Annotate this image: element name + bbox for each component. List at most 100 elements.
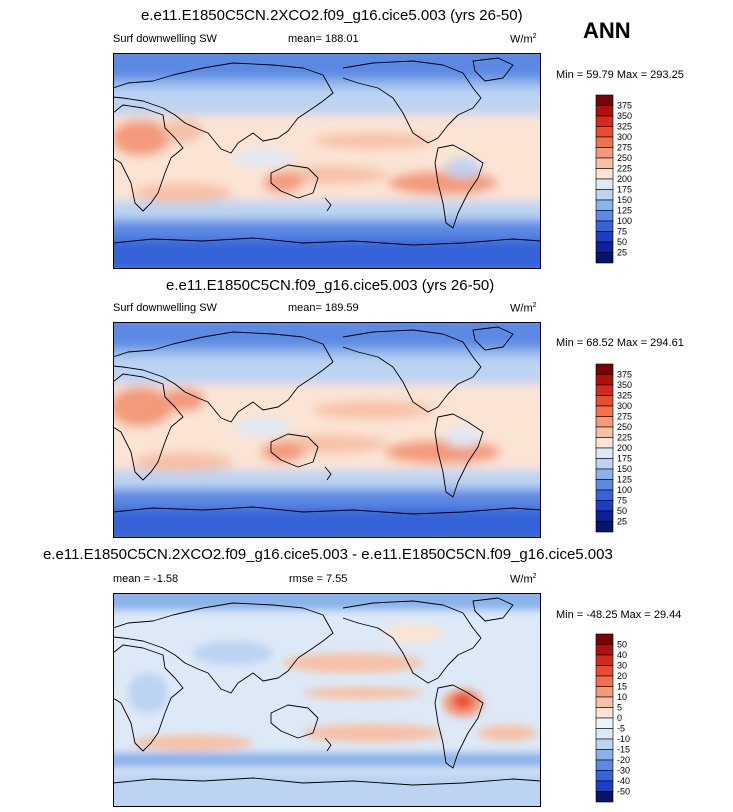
colorbar-box: [595, 633, 614, 645]
south-america-coast: [434, 413, 484, 498]
indian-ocean-max: [133, 452, 233, 472]
colorbar-label: 25: [617, 248, 627, 258]
north-midlat-band: [113, 356, 541, 384]
panel2-units: W/m2: [510, 302, 537, 315]
sahara-max: [113, 120, 171, 156]
colorbar-label: 0: [617, 713, 622, 723]
panel1-minmax: Min = 59.79 Max = 293.25: [556, 69, 684, 81]
colorbar-label: 75: [617, 496, 627, 506]
colorbar-label: 25: [617, 517, 627, 527]
southern-ocean-neg: [113, 753, 541, 767]
southern-ocean-band: [113, 217, 541, 239]
greenland: [472, 597, 514, 622]
south-polar-band: [113, 773, 541, 807]
colorbar-label: 325: [617, 391, 632, 401]
colorbar-label: -40: [617, 776, 630, 786]
colorbar-box: [595, 738, 614, 750]
panel1-colorbar: 3753503253002752502252001751501251007550…: [595, 94, 632, 264]
colorbar-box: [595, 489, 614, 501]
australia-coast: [270, 704, 319, 739]
colorbar-box: [595, 136, 614, 148]
colorbar-label: 275: [617, 412, 632, 422]
panel2-title: e.e11.E1850C5CN.f09_g16.cice5.003 (yrs 2…: [166, 277, 495, 294]
north-polar-band: [113, 53, 541, 78]
africa-coast: [113, 373, 184, 481]
colorbar-label: -50: [617, 787, 630, 797]
panel3-minmax: Min = -48.25 Max = 29.44: [556, 609, 682, 621]
panel2-variable: Surf downwelling SW: [113, 302, 217, 314]
panel1-map: [113, 53, 541, 269]
colorbar-label: 350: [617, 380, 632, 390]
colorbar-label: 200: [617, 174, 632, 184]
season-label: ANN: [583, 18, 631, 43]
north-polar-band: [113, 322, 541, 347]
colorbar-box: [595, 374, 614, 386]
colorbar-label: 10: [617, 692, 627, 702]
colorbar-box: [595, 770, 614, 782]
colorbar-box: [595, 426, 614, 438]
panel1-mean: mean= 188.01: [288, 33, 359, 45]
antarctica-coast: [113, 237, 541, 246]
eurasia-coast: [113, 602, 334, 694]
south-america-coast: [434, 144, 484, 229]
colorbar-label: 350: [617, 111, 632, 121]
panel1-variable: Surf downwelling SW: [113, 33, 217, 45]
panel2-map: [113, 322, 541, 538]
colorbar-label: 125: [617, 475, 632, 485]
australia-coast: [270, 433, 319, 468]
colorbar-label: 15: [617, 682, 627, 692]
colorbar-label: -5: [617, 724, 625, 734]
colorbar-label: 250: [617, 422, 632, 432]
colorbar-box: [595, 458, 614, 470]
n-pacific-pos: [283, 653, 423, 673]
colorbar-box: [595, 157, 614, 169]
colorbar-label: -15: [617, 745, 630, 755]
amazon-min: [445, 427, 481, 447]
colorbar-label: -10: [617, 734, 630, 744]
colorbar-label: 75: [617, 227, 627, 237]
panel2-mean: mean= 189.59: [288, 302, 359, 314]
colorbar-box: [595, 707, 614, 719]
colorbar-box: [595, 780, 614, 792]
colorbar-label: 150: [617, 464, 632, 474]
colorbar-box: [595, 437, 614, 449]
colorbar-box: [595, 686, 614, 698]
amazon-min: [445, 158, 481, 178]
colorbar-label: 150: [617, 195, 632, 205]
colorbar-box: [595, 644, 614, 656]
new-zealand: [324, 737, 332, 752]
colorbar-box: [595, 675, 614, 687]
antarctica-coast: [113, 506, 541, 515]
colorbar-box: [595, 749, 614, 761]
colorbar-label: 5: [617, 703, 622, 713]
colorbar-box: [595, 468, 614, 480]
panel3-mean: mean = -1.58: [113, 573, 179, 585]
arabia-max: [163, 119, 203, 143]
australia-max: [261, 442, 305, 462]
colorbar-label: 225: [617, 433, 632, 443]
south-midlat-band: [113, 198, 541, 220]
colorbar-box: [595, 416, 614, 428]
ne-pacific-max: [313, 133, 433, 149]
new-zealand: [324, 197, 332, 212]
colorbar-box: [595, 521, 614, 533]
arabia-max: [161, 388, 205, 412]
colorbar-box: [595, 178, 614, 190]
africa-neg: [128, 673, 168, 713]
colorbar-box: [595, 363, 614, 375]
s-pacific-pos: [303, 724, 443, 742]
colorbar-box: [595, 384, 614, 396]
colorbar-box: [595, 479, 614, 491]
colorbar-label: 325: [617, 122, 632, 132]
panel3-rmse: rmse = 7.55: [289, 573, 348, 585]
colorbar-label: 300: [617, 132, 632, 142]
colorbar-box: [595, 405, 614, 417]
panel3-units: W/m2: [510, 573, 537, 586]
colorbar-label: 275: [617, 143, 632, 153]
colorbar-box: [595, 510, 614, 522]
colorbar-box: [595, 696, 614, 708]
colorbar-box: [595, 199, 614, 211]
arctic-neg: [113, 593, 541, 610]
panel3-map: [113, 593, 541, 807]
